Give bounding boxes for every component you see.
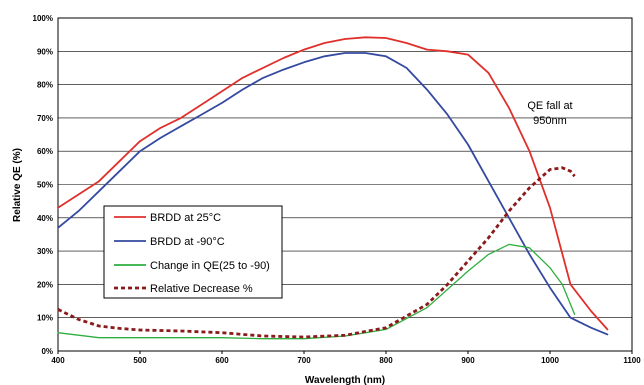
- series-brdd-minus90: [57, 52, 609, 336]
- y-tick-label: 60%: [37, 147, 53, 156]
- annotation-line-2: 950nm: [533, 115, 567, 127]
- legend-box: [103, 205, 283, 299]
- y-tick-label: 20%: [37, 280, 53, 289]
- series-brdd-25: [57, 36, 609, 331]
- x-tick-label: 800: [379, 356, 393, 365]
- series-layer: [57, 36, 609, 340]
- y-axis-ticks: 0% 10% 20% 30% 40% 50% 60% 70% 80% 90% 100%: [33, 14, 53, 356]
- y-tick-label: 80%: [37, 81, 53, 90]
- y-axis-title: Relative QE (%): [12, 148, 23, 222]
- x-axis-title: Wavelength (nm): [305, 375, 385, 385]
- y-tick-label: 40%: [37, 214, 53, 223]
- y-tick-label: 30%: [37, 247, 53, 256]
- legend-label-change-in-qe: Change in QE(25 to -90): [150, 260, 270, 272]
- y-tick-label: 10%: [37, 314, 53, 323]
- y-tick-label: 0%: [41, 347, 53, 356]
- annotation-line-1: QE fall at: [527, 100, 572, 112]
- x-tick-label: 500: [133, 356, 147, 365]
- legend: BRDD at 25°C BRDD at -90°C Change in QE(…: [103, 205, 283, 299]
- y-tick-label: 50%: [37, 181, 53, 190]
- y-tick-label: 70%: [37, 114, 53, 123]
- x-tick-label: 1100: [623, 356, 641, 365]
- x-tick-label: 600: [215, 356, 229, 365]
- y-tick-label: 90%: [37, 47, 53, 56]
- x-axis-ticks: 400 500 600 700 800 900 1000 1100: [51, 351, 641, 365]
- series-relative-decrease: [57, 166, 576, 339]
- x-tick-label: 700: [297, 356, 311, 365]
- series-change-in-qe: [57, 243, 576, 340]
- y-tick-label: 100%: [33, 14, 53, 23]
- legend-label-brdd-minus90: BRDD at -90°C: [150, 236, 225, 248]
- x-tick-label: 400: [51, 356, 65, 365]
- legend-label-relative-decrease: Relative Decrease %: [150, 283, 253, 295]
- plot-area-frame: [57, 17, 633, 352]
- x-tick-label: 900: [461, 356, 475, 365]
- x-tick-label: 1000: [541, 356, 559, 365]
- legend-label-brdd-25: BRDD at 25°C: [150, 212, 221, 224]
